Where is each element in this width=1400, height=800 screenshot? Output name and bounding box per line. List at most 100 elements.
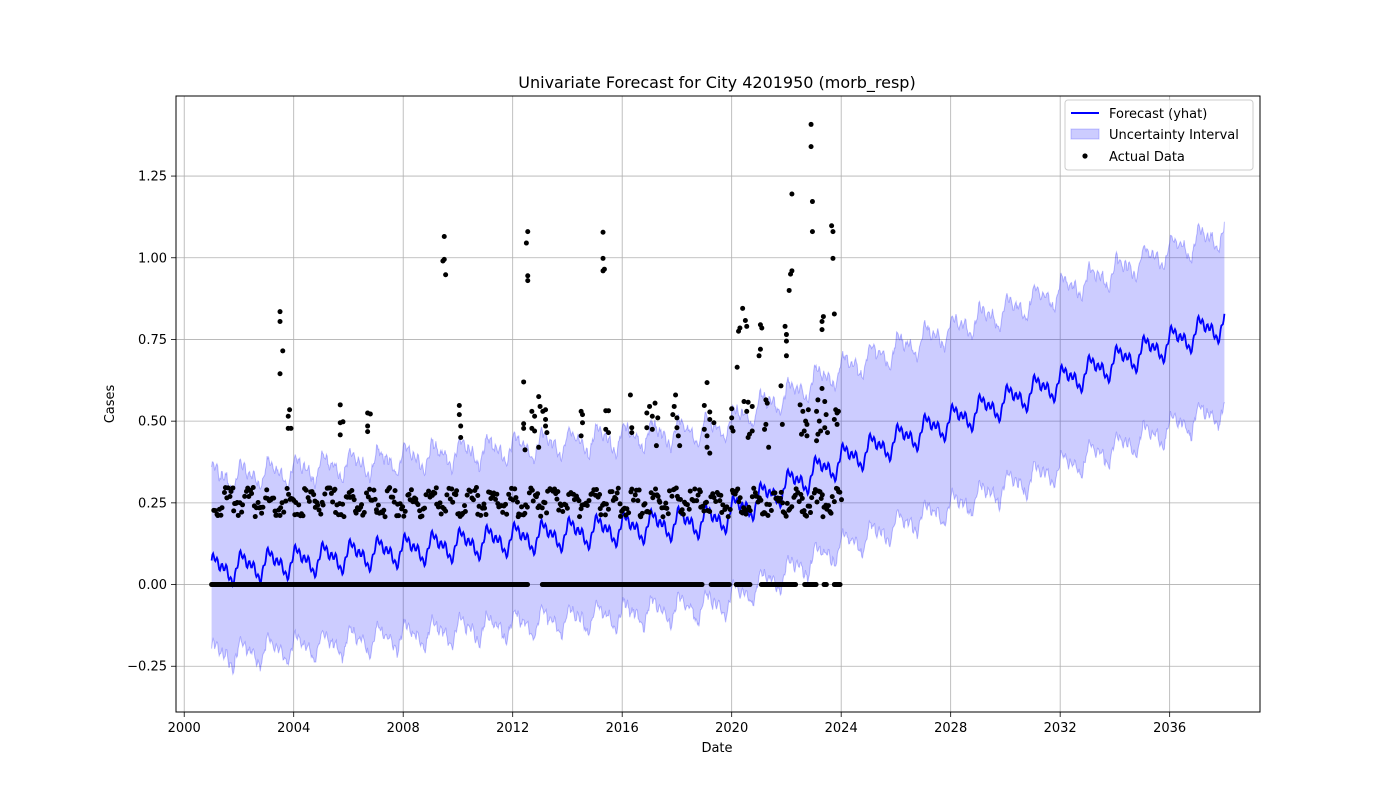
y-axis-ticks: −0.25 0.00 0.25 0.50 0.75 1.00 1.25 bbox=[127, 170, 176, 675]
actual-data-point bbox=[361, 510, 367, 516]
actual-data-point bbox=[525, 582, 531, 588]
actual-data-point bbox=[663, 500, 669, 506]
actual-data-point bbox=[337, 432, 343, 438]
actual-data-point bbox=[807, 503, 813, 509]
actual-data-point bbox=[814, 438, 820, 444]
actual-data-point bbox=[453, 492, 459, 498]
actual-data-point bbox=[419, 513, 425, 519]
x-tick-label: 2000 bbox=[168, 721, 201, 736]
actual-data-point bbox=[481, 501, 487, 507]
actual-data-point bbox=[808, 121, 814, 127]
actual-data-point bbox=[456, 412, 462, 418]
actual-data-point bbox=[756, 353, 762, 359]
actual-data-point bbox=[635, 498, 641, 504]
actual-data-point bbox=[580, 412, 585, 418]
actual-data-point bbox=[493, 496, 498, 502]
actual-data-point bbox=[609, 489, 615, 495]
actual-data-point bbox=[351, 497, 357, 503]
x-tick-label: 2004 bbox=[277, 721, 310, 736]
actual-data-point bbox=[737, 495, 743, 501]
actual-data-point bbox=[462, 503, 468, 509]
actual-data-point bbox=[815, 431, 821, 437]
actual-data-point bbox=[729, 415, 735, 421]
actual-data-point bbox=[525, 273, 531, 279]
actual-data-point bbox=[837, 582, 843, 588]
actual-data-point bbox=[522, 447, 528, 453]
actual-data-point bbox=[381, 507, 387, 513]
actual-data-point bbox=[835, 408, 841, 414]
actual-data-point bbox=[615, 485, 621, 491]
actual-data-point bbox=[372, 496, 378, 502]
actual-data-point bbox=[444, 492, 450, 498]
actual-data-point bbox=[470, 497, 476, 503]
actual-data-point bbox=[829, 494, 835, 500]
actual-data-point bbox=[704, 444, 710, 450]
actual-data-point bbox=[221, 490, 227, 496]
actual-data-point bbox=[422, 505, 428, 511]
actual-data-point bbox=[365, 429, 371, 435]
actual-data-point bbox=[830, 255, 836, 261]
actual-data-point bbox=[340, 501, 346, 507]
y-tick-label: 1.25 bbox=[138, 170, 167, 185]
actual-data-point bbox=[525, 278, 531, 284]
actual-data-point bbox=[614, 490, 620, 496]
actual-data-point bbox=[799, 495, 805, 501]
y-tick-label: 0.25 bbox=[138, 496, 167, 511]
y-tick-label: 0.50 bbox=[138, 415, 167, 430]
actual-data-point bbox=[303, 487, 309, 493]
actual-data-point bbox=[762, 426, 768, 432]
actual-data-point bbox=[823, 412, 829, 418]
actual-data-point bbox=[743, 511, 749, 517]
actual-data-point bbox=[772, 490, 778, 496]
actual-data-point bbox=[725, 514, 731, 520]
actual-data-point bbox=[670, 412, 676, 418]
actual-data-point bbox=[544, 510, 550, 516]
actual-data-point bbox=[819, 327, 825, 333]
actual-data-point bbox=[801, 508, 807, 514]
actual-data-point bbox=[704, 433, 710, 439]
actual-data-point bbox=[796, 499, 802, 505]
actual-data-point bbox=[749, 494, 755, 500]
actual-data-point bbox=[747, 582, 753, 588]
actual-data-point bbox=[242, 493, 248, 499]
actual-data-point bbox=[606, 430, 612, 436]
actual-data-point bbox=[782, 323, 788, 329]
actual-data-point bbox=[737, 325, 743, 331]
actual-data-point bbox=[837, 489, 843, 495]
actual-data-point bbox=[316, 507, 322, 513]
actual-data-point bbox=[438, 511, 444, 517]
actual-data-point bbox=[240, 502, 246, 508]
actual-data-point bbox=[468, 488, 474, 494]
actual-data-point bbox=[749, 428, 755, 434]
actual-data-point bbox=[749, 403, 755, 409]
actual-data-point bbox=[642, 501, 648, 507]
actual-data-point bbox=[644, 410, 650, 416]
actual-data-point bbox=[464, 492, 470, 498]
actual-data-point bbox=[536, 394, 542, 400]
actual-data-point bbox=[521, 421, 527, 427]
actual-data-point bbox=[783, 332, 789, 338]
actual-data-point bbox=[765, 513, 771, 519]
actual-data-point bbox=[809, 495, 815, 501]
actual-data-point bbox=[675, 433, 681, 439]
actual-data-point bbox=[764, 400, 770, 406]
actual-data-point bbox=[529, 487, 535, 493]
actual-data-point bbox=[801, 428, 807, 434]
actual-data-point bbox=[779, 421, 785, 427]
actual-data-point bbox=[707, 450, 713, 456]
actual-data-point bbox=[707, 417, 713, 423]
actual-data-point bbox=[597, 492, 603, 497]
actual-data-point bbox=[829, 223, 835, 229]
actual-data-point bbox=[524, 504, 530, 510]
actual-data-point bbox=[830, 229, 836, 235]
actual-data-point bbox=[780, 500, 786, 506]
actual-data-point bbox=[834, 421, 840, 427]
actual-data-point bbox=[576, 498, 582, 504]
actual-data-point bbox=[717, 498, 723, 504]
actual-data-point bbox=[478, 512, 484, 518]
actual-data-point bbox=[401, 513, 407, 519]
actual-data-point bbox=[555, 489, 561, 495]
actual-data-point bbox=[684, 502, 690, 508]
actual-data-point bbox=[283, 498, 289, 504]
actual-data-point bbox=[600, 229, 606, 235]
